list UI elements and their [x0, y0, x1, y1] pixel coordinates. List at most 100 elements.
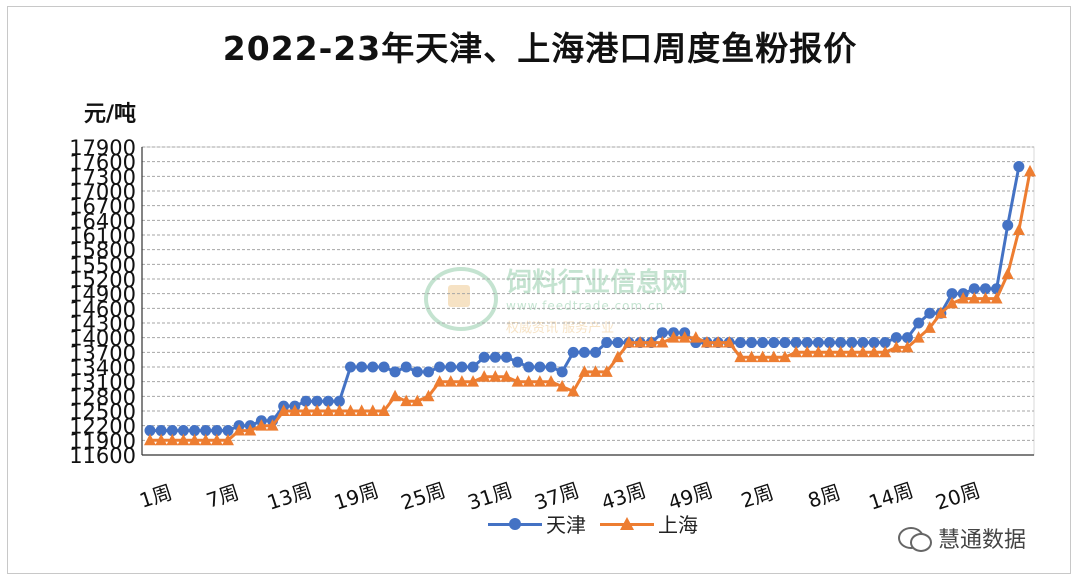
y-tick-label: 14900: [69, 283, 136, 307]
data-point: [411, 366, 423, 378]
data-point: [622, 335, 635, 348]
data-point: [689, 331, 702, 343]
legend-item-tianjin: 天津: [488, 509, 586, 538]
data-point: [812, 345, 825, 358]
data-point: [634, 335, 647, 348]
data-point: [177, 433, 190, 446]
data-point: [667, 331, 680, 343]
y-tick-label: 12500: [69, 400, 136, 424]
data-point: [199, 433, 212, 446]
legend-item-shanghai: 上海: [600, 509, 698, 538]
y-tick-label: 14000: [69, 327, 136, 351]
data-point: [189, 425, 201, 437]
data-point: [210, 433, 223, 446]
data-point: [378, 361, 390, 373]
data-point: [221, 433, 234, 446]
data-point: [1002, 219, 1014, 231]
x-tick-label: 8周: [805, 480, 844, 513]
data-point: [656, 335, 669, 348]
watermark: 饲料行业信息网 www.feedtrade.com.cn 权威资讯 服务产业: [424, 262, 688, 336]
x-tick-label: 25周: [398, 478, 449, 515]
x-tick-label: 2周: [738, 480, 777, 513]
data-point: [344, 404, 357, 416]
data-point: [422, 389, 435, 402]
data-point: [377, 404, 390, 416]
data-point: [845, 345, 858, 358]
y-tick-label: 13700: [69, 341, 136, 365]
brand-badge: 慧通数据: [898, 522, 1026, 554]
data-point: [366, 404, 379, 416]
data-point: [856, 345, 869, 358]
data-point: [678, 331, 691, 343]
data-point: [712, 335, 725, 348]
data-point: [946, 288, 958, 300]
data-point: [467, 375, 480, 387]
data-point: [601, 337, 613, 349]
data-point: [200, 425, 212, 437]
data-point: [979, 291, 992, 304]
data-point: [990, 291, 1003, 304]
brand-name: 慧通数据: [938, 528, 1027, 553]
data-point: [924, 307, 936, 319]
data-point: [834, 345, 847, 358]
data-point: [166, 425, 178, 437]
y-tick-label: 17600: [69, 151, 136, 175]
chart-title: 2022-23年天津、上海港口周度鱼粉报价: [222, 29, 858, 68]
data-point: [556, 366, 568, 378]
y-axis-unit-label: 元/吨: [84, 102, 137, 127]
data-point: [534, 361, 546, 373]
data-point: [155, 425, 167, 437]
data-point: [222, 425, 234, 437]
data-point: [244, 423, 257, 436]
legend-label-tianjin: 天津: [546, 513, 586, 537]
y-tick-label: 13100: [69, 371, 136, 395]
data-point: [968, 283, 980, 295]
data-point: [533, 375, 546, 387]
data-point: [823, 337, 835, 349]
watermark-name: 饲料行业信息网: [506, 268, 689, 298]
data-point: [835, 337, 847, 349]
data-point: [311, 404, 324, 416]
y-tick-label: 16100: [69, 224, 136, 248]
data-point: [144, 433, 156, 446]
series-line-tianjin: [150, 166, 1021, 433]
data-point: [322, 404, 335, 416]
data-point: [166, 433, 179, 446]
data-point: [1024, 164, 1036, 177]
data-point: [489, 351, 501, 363]
data-point: [545, 375, 558, 387]
y-tick-label: 15500: [69, 253, 136, 277]
data-point: [556, 379, 569, 392]
data-point: [868, 345, 881, 358]
data-point: [745, 350, 758, 363]
y-tick-label: 11900: [69, 429, 136, 453]
y-tick-label: 14300: [69, 312, 136, 336]
data-point: [656, 327, 668, 339]
data-point: [790, 337, 802, 349]
data-point: [522, 375, 535, 387]
data-point: [700, 335, 713, 348]
data-point: [589, 365, 602, 377]
legend-swatch-tianjin: [488, 517, 542, 531]
watermark-slogan: 权威资讯 服务产业: [506, 321, 615, 336]
data-point: [779, 337, 791, 349]
wechat-icon: [898, 525, 932, 552]
data-point: [778, 350, 791, 363]
data-point: [389, 389, 402, 402]
data-point: [411, 394, 424, 407]
legend-swatch-shanghai: [600, 516, 654, 531]
y-tick-label: 16700: [69, 195, 136, 219]
data-point: [144, 425, 156, 437]
data-point: [757, 337, 769, 349]
data-point: [823, 345, 836, 358]
data-point: [333, 404, 346, 416]
y-tick-label: 17000: [69, 180, 136, 204]
data-point: [523, 361, 535, 373]
data-point: [277, 404, 290, 416]
data-point: [801, 337, 813, 349]
data-point: [299, 404, 312, 416]
data-point: [233, 423, 246, 436]
data-point: [545, 361, 557, 373]
data-point: [901, 332, 913, 344]
data-point: [812, 337, 824, 349]
